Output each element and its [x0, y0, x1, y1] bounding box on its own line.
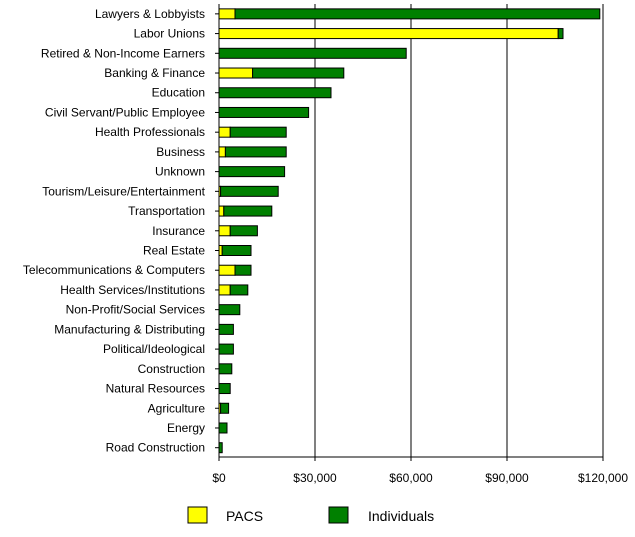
bar-individuals-17: [218, 343, 234, 355]
category-label-13: Telecommunications & Computers: [23, 263, 205, 277]
bar-pacs-7: [218, 146, 226, 158]
legend: PACS Individuals: [187, 506, 434, 524]
legend-label-individuals: Individuals: [368, 508, 434, 524]
bar-individuals-10: [223, 205, 273, 217]
grid-lines: [314, 4, 604, 457]
bar-individuals-12: [221, 245, 252, 256]
category-label-1: Labor Unions: [134, 27, 205, 41]
category-label-15: Non-Profit/Social Services: [66, 303, 205, 317]
bar-individuals-19: [218, 383, 231, 395]
category-label-0: Lawyers & Lobbyists: [95, 7, 205, 21]
bar-individuals-8: [218, 166, 286, 178]
category-label-17: Political/Ideological: [103, 342, 205, 356]
legend-swatch-individuals: [328, 506, 349, 524]
category-label-10: Transportation: [128, 204, 205, 218]
x-tick-label-3: $90,000: [485, 471, 529, 485]
x-tick-labels: $0 $30,000 $60,000 $90,000 $120,000: [212, 471, 628, 485]
bar-individuals-18: [218, 363, 233, 375]
bar-individuals-3: [252, 67, 345, 79]
bar-pacs-11: [218, 225, 231, 237]
category-labels: Lawyers & Lobbyists Labor Unions Retired &…: [23, 7, 206, 455]
category-label-14: Health Services/Institutions: [60, 283, 205, 297]
category-label-9: Tourism/Leisure/Entertainment: [42, 184, 205, 198]
category-label-2: Retired & Non-Income Earners: [41, 46, 205, 60]
bar-individuals-0: [234, 8, 601, 20]
category-label-5: Civil Servant/Public Employee: [45, 105, 205, 119]
bar-individuals-14: [229, 284, 249, 296]
category-label-18: Construction: [138, 362, 205, 376]
bar-pacs-3: [218, 67, 254, 79]
bar-individuals-2: [218, 47, 407, 59]
category-label-21: Energy: [167, 421, 205, 435]
category-label-6: Health Professionals: [95, 125, 205, 139]
category-label-22: Road Construction: [106, 441, 205, 455]
bar-pacs-6: [218, 126, 231, 138]
bar-individuals-4: [218, 87, 332, 99]
bar-individuals-16: [218, 323, 234, 335]
bar-individuals-21: [218, 422, 228, 434]
category-label-16: Manufacturing & Distributing: [54, 322, 205, 336]
bar-individuals-11: [229, 225, 258, 237]
bars-group: [218, 8, 601, 454]
bar-individuals-1: [557, 28, 564, 40]
axes: [215, 4, 604, 461]
bar-individuals-20: [220, 402, 230, 414]
bar-pacs-1: [218, 28, 559, 40]
category-label-8: Unknown: [155, 165, 205, 179]
bar-pacs-14: [218, 284, 231, 296]
legend-label-pacs: PACS: [226, 508, 263, 524]
x-tick-label-2: $60,000: [389, 471, 433, 485]
category-label-7: Business: [156, 145, 205, 159]
bar-pacs-0: [218, 8, 236, 20]
bar-pacs-10: [218, 205, 225, 217]
bar-individuals-7: [224, 146, 287, 158]
bar-individuals-15: [218, 304, 241, 316]
category-label-19: Natural Resources: [106, 382, 205, 396]
category-label-12: Real Estate: [143, 244, 205, 258]
category-label-4: Education: [152, 86, 205, 100]
legend-swatch-pacs: [187, 506, 208, 524]
bar-individuals-5: [218, 106, 310, 118]
category-label-11: Insurance: [152, 224, 205, 238]
x-tick-label-1: $30,000: [293, 471, 337, 485]
category-label-20: Agriculture: [148, 401, 206, 415]
category-label-3: Banking & Finance: [104, 66, 205, 80]
x-tick-label-0: $0: [212, 471, 226, 485]
bar-individuals-9: [220, 185, 279, 197]
bar-individuals-13: [234, 264, 252, 276]
bar-pacs-13: [218, 264, 236, 276]
bar-individuals-6: [229, 126, 287, 138]
x-tick-label-4: $120,000: [578, 471, 628, 485]
